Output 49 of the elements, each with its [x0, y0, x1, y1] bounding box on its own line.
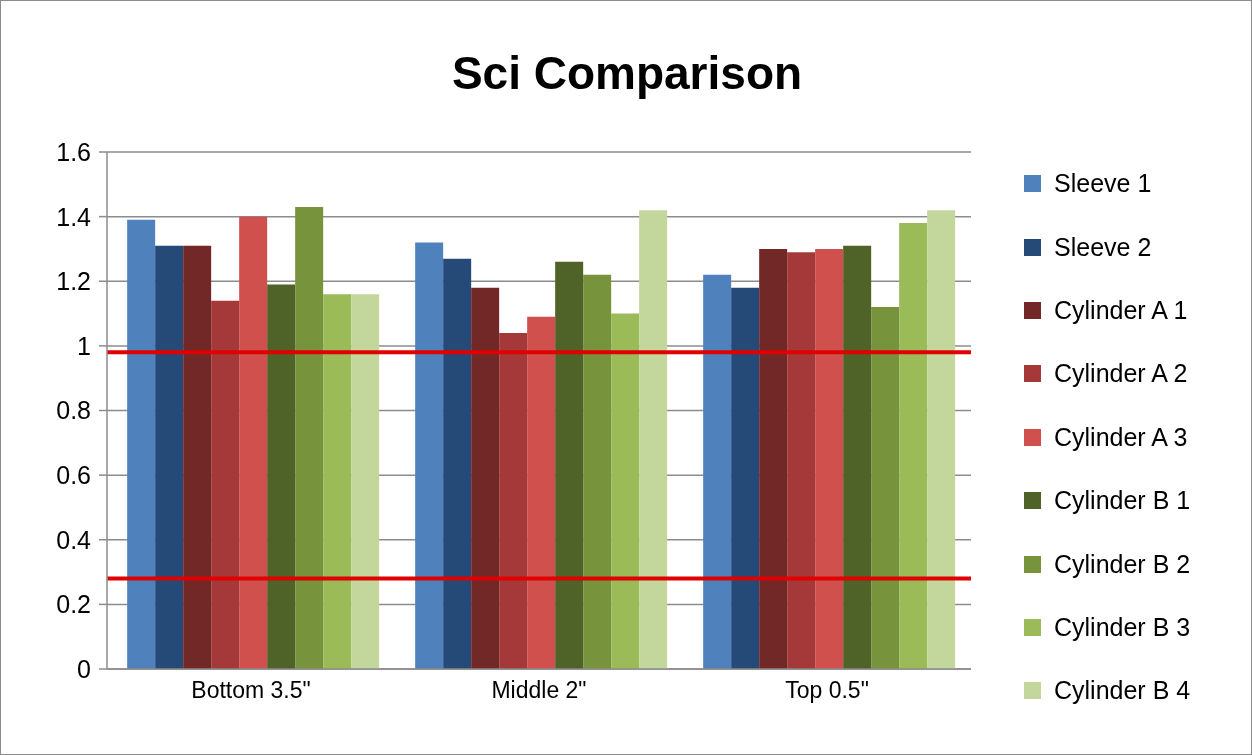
y-tick-label: 0.4	[56, 525, 92, 554]
bar	[787, 252, 816, 669]
bar	[703, 274, 732, 669]
legend-label: Cylinder B 4	[1054, 676, 1191, 706]
bar	[843, 245, 872, 669]
legend-label: Cylinder B 3	[1054, 612, 1191, 642]
legend-label: Cylinder A 1	[1054, 295, 1188, 325]
x-tick-label: Top 0.5"	[785, 677, 869, 704]
y-tick-label: 0.6	[56, 461, 91, 489]
x-tick-label: Bottom 3.5"	[191, 677, 311, 704]
bar	[759, 248, 788, 669]
bar	[639, 210, 668, 669]
bar	[527, 316, 556, 669]
y-tick-label: 0	[77, 654, 91, 683]
bar	[323, 294, 352, 669]
bar	[815, 248, 844, 669]
y-tick-label: 1	[77, 331, 91, 360]
legend-label: Cylinder A 2	[1054, 359, 1188, 389]
legend-label: Sleeve 2	[1054, 232, 1152, 262]
legend-label: Sleeve 1	[1054, 169, 1152, 199]
bar	[415, 242, 444, 669]
bar	[295, 206, 324, 669]
bar	[211, 300, 240, 669]
legend-label: Cylinder B 1	[1054, 486, 1191, 516]
legend-label: Cylinder A 3	[1054, 422, 1188, 452]
chart-title: Sci Comparison	[450, 46, 804, 101]
bar	[499, 332, 528, 669]
legend-label: Cylinder B 2	[1054, 549, 1191, 579]
y-tick-label: 0.8	[56, 396, 91, 425]
x-tick-label: Middle 2"	[491, 677, 587, 704]
bar	[471, 287, 500, 669]
bar	[583, 274, 612, 669]
bar	[871, 307, 900, 669]
y-tick-label: 1.2	[56, 267, 91, 296]
bar	[731, 287, 760, 669]
bar	[183, 245, 212, 669]
bar	[351, 294, 380, 669]
bar	[155, 245, 184, 669]
bar	[443, 258, 472, 669]
y-tick-label: 0.2	[56, 590, 91, 619]
bar	[239, 216, 268, 669]
bar	[267, 284, 296, 669]
bar	[611, 313, 640, 669]
bar	[899, 223, 928, 669]
y-tick-label: 1.6	[56, 137, 91, 166]
y-tick-label: 1.4	[56, 202, 92, 231]
bar	[927, 210, 956, 669]
bar	[555, 261, 584, 669]
bar	[127, 219, 156, 669]
